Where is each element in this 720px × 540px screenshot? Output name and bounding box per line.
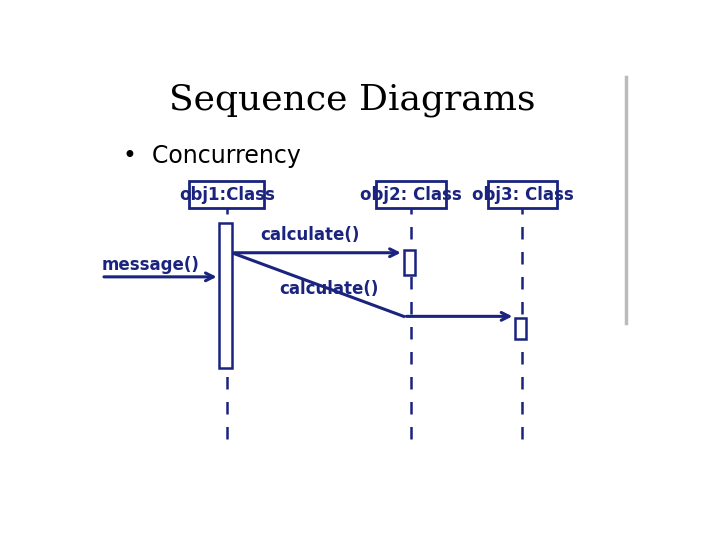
Text: calculate(): calculate() <box>280 280 379 298</box>
Bar <box>189 181 264 208</box>
Text: Sequence Diagrams: Sequence Diagrams <box>169 83 536 117</box>
Bar <box>404 250 415 275</box>
Bar <box>516 319 526 339</box>
Bar <box>487 181 557 208</box>
Text: •  Concurrency: • Concurrency <box>124 144 302 168</box>
Text: message(): message() <box>101 255 199 274</box>
Text: obj3: Class: obj3: Class <box>472 186 573 204</box>
Bar <box>376 181 446 208</box>
Text: calculate(): calculate() <box>260 226 359 245</box>
Text: obj1:Class: obj1:Class <box>179 186 274 204</box>
Text: obj2: Class: obj2: Class <box>360 186 462 204</box>
Bar <box>220 223 232 368</box>
